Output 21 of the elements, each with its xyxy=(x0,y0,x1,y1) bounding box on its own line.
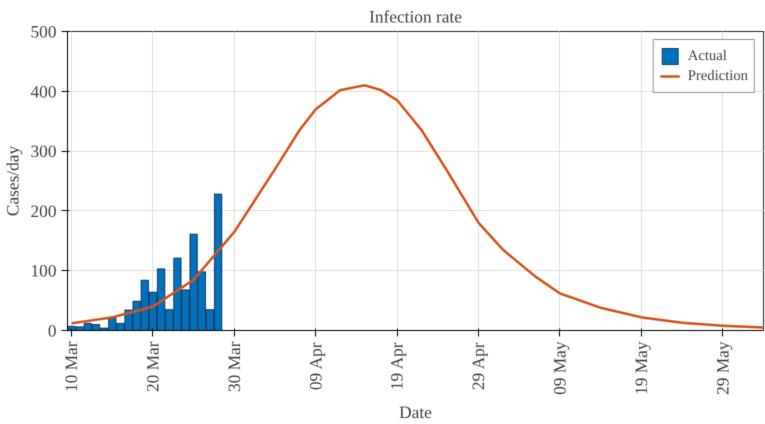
legend-label: Actual xyxy=(688,48,727,64)
y-tick-label: 500 xyxy=(30,22,57,42)
chart-title: Infection rate xyxy=(369,8,462,26)
y-tick-label: 100 xyxy=(30,262,57,281)
x-tick-label: 19 May xyxy=(632,341,651,395)
y-tick-label: 0 xyxy=(48,322,57,340)
x-tick-label: 10 Mar xyxy=(62,341,82,392)
line-series xyxy=(70,84,764,329)
x-tick-label: 29 Apr xyxy=(469,342,488,390)
x-tick-label: 19 Apr xyxy=(388,342,407,390)
y-axis-title: Cases/day xyxy=(4,146,23,216)
x-tick-label: 29 May xyxy=(713,341,732,395)
y-tick-label: 300 xyxy=(30,142,57,162)
x-tick-label: 09 May xyxy=(550,341,570,395)
x-tick-label: 20 Mar xyxy=(143,341,162,392)
x-tick-label: 09 Apr xyxy=(306,342,326,390)
x-tick-label: 30 Mar xyxy=(224,341,244,392)
y-tick-label: 200 xyxy=(30,202,57,221)
legend-label: Prediction xyxy=(688,68,748,84)
x-axis-title: Date xyxy=(399,402,432,422)
y-tick-label: 400 xyxy=(30,82,57,102)
